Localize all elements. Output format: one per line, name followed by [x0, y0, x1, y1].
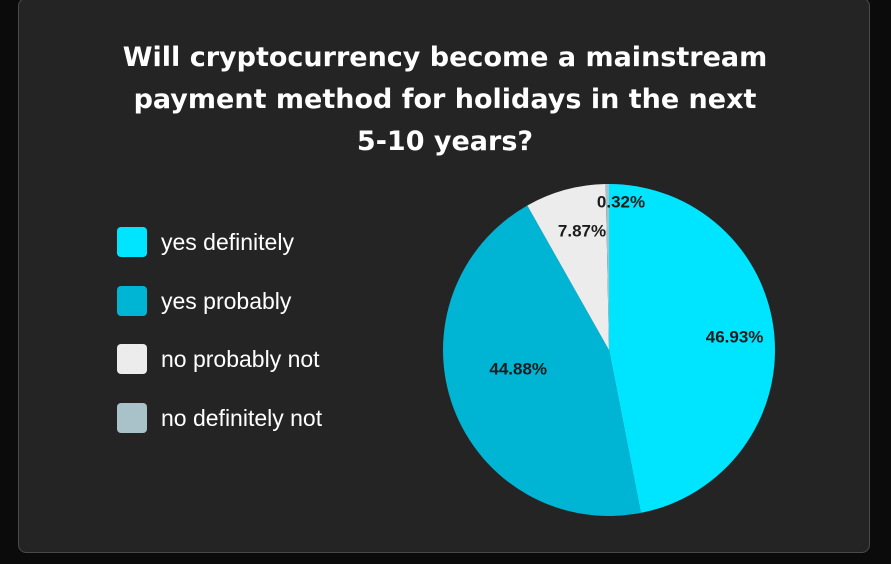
chart-title-line-1: Will cryptocurrency become a mainstream: [122, 42, 768, 73]
legend-swatch-no-definitely-not: [117, 403, 147, 433]
legend-label-no-probably-not: no probably not: [161, 345, 320, 372]
legend-item-yes-probably: yes probably: [117, 286, 291, 316]
pie-slice-no-definitely-not: [605, 183, 609, 350]
pie-chart: 46.93% 44.88% 7.87% 0.32%: [443, 183, 775, 516]
legend-item-no-definitely-not: no definitely not: [117, 403, 322, 433]
chart-title-line-3: 5-10 years?: [356, 126, 534, 157]
pie-label-no-probably-not: 7.87%: [558, 221, 606, 240]
pie-label-yes-definitely: 46.93%: [706, 327, 764, 346]
pie-slice-yes-definitely: [609, 184, 775, 513]
chart-title: Will cryptocurrency become a mainstream …: [19, 37, 871, 163]
legend-label-yes-definitely: yes definitely: [161, 228, 294, 255]
pie-slice-yes-probably: [443, 205, 641, 516]
legend-item-no-probably-not: no probably not: [117, 344, 320, 374]
legend-label-no-definitely-not: no definitely not: [161, 404, 323, 431]
chart-title-line-2: payment method for holidays in the next: [133, 84, 757, 115]
legend-swatch-no-probably-not: [117, 344, 147, 374]
chart-card: Will cryptocurrency become a mainstream …: [18, 0, 870, 553]
legend-swatch-yes-definitely: [117, 227, 147, 257]
pie-label-no-definitely-not: 0.32%: [597, 192, 645, 211]
legend-label-yes-probably: yes probably: [161, 287, 292, 314]
legend-item-yes-definitely: yes definitely: [117, 227, 294, 257]
pie-slice-no-probably-not: [527, 184, 609, 350]
pie-label-yes-probably: 44.88%: [489, 359, 547, 378]
legend-swatch-yes-probably: [117, 286, 147, 316]
